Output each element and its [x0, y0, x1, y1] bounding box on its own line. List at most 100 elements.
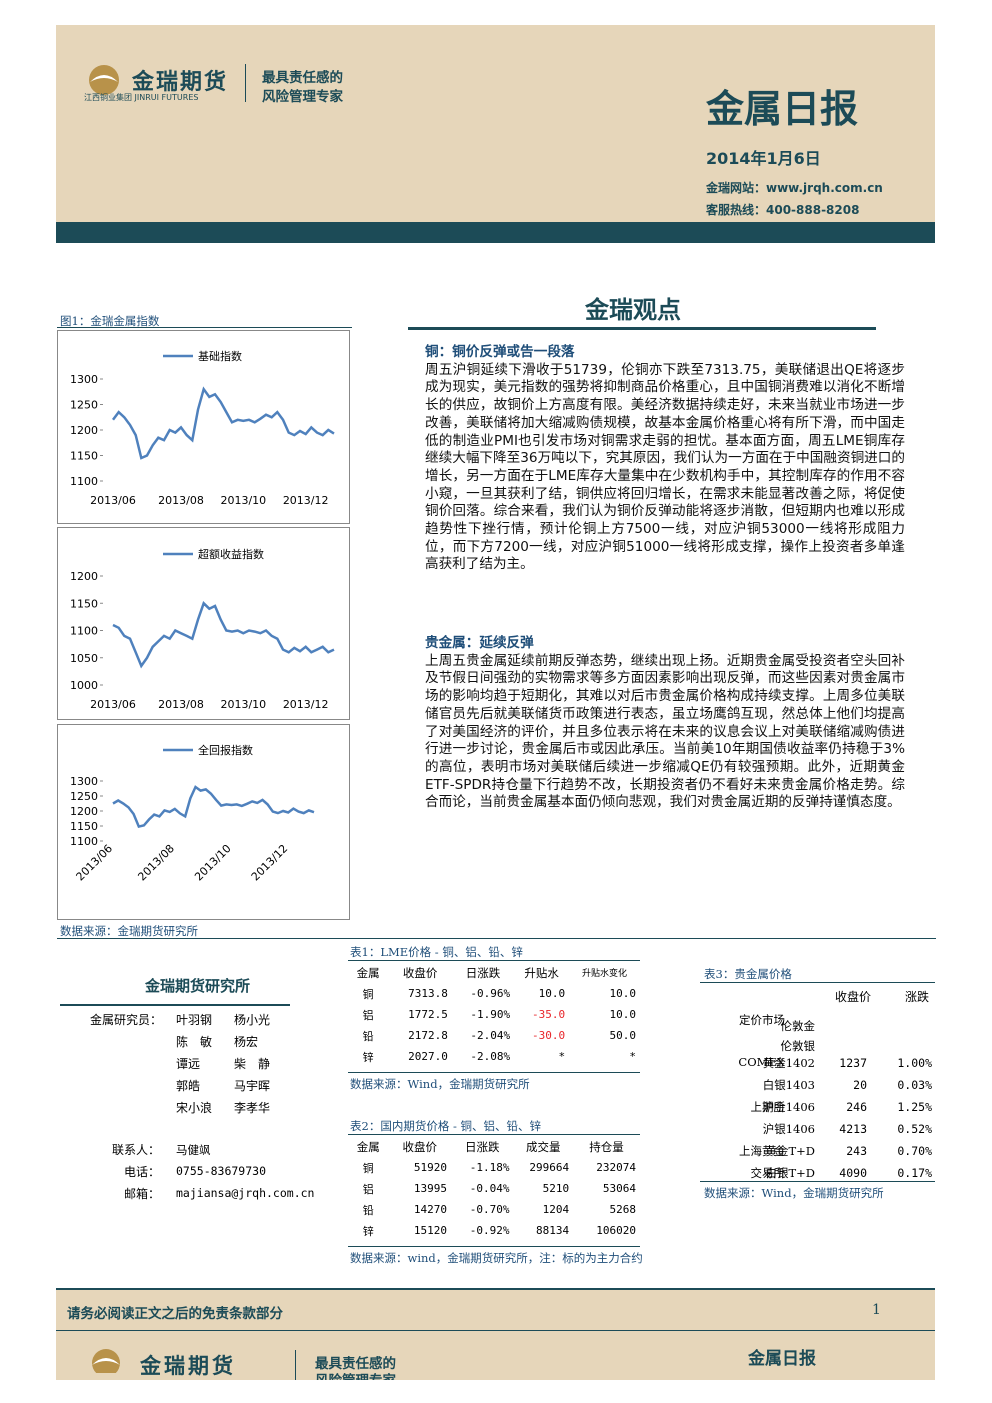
contact-value: 0755-83679730 — [176, 1164, 267, 1178]
slogan: 最具责任感的 — [315, 1356, 396, 1372]
y-tick-label: 1000 — [70, 679, 98, 692]
member-name: 杨宏 — [234, 1035, 259, 1049]
footer-title: 金属日报 — [748, 1349, 816, 1369]
cell: 10.0 — [538, 987, 566, 1000]
x-tick-label: 2013/10 — [192, 842, 234, 884]
cell: -2.04% — [470, 1029, 511, 1042]
y-tick-label: 1200 — [70, 570, 98, 583]
market: 定价市场 — [739, 1013, 785, 1027]
product: 白银T+D — [765, 1166, 815, 1180]
cell: 10.0 — [609, 987, 637, 1000]
series-line — [112, 785, 315, 829]
rule — [56, 1330, 935, 1331]
product: 沪银1406 — [762, 1122, 815, 1136]
member-name: 李孝华 — [234, 1101, 271, 1115]
disclaimer: 请务必阅读正文之后的免责条款部分 — [67, 1306, 283, 1322]
legend-label: 超额收益指数 — [198, 547, 264, 561]
header-cell: 持仓量 — [589, 1139, 624, 1154]
institute-title: 金瑞期货研究所 — [145, 977, 251, 995]
table: 金属 收盘价 日涨跌 升贴水 升贴水变化铜 7313.8 -0.96% 10.0 10.0 铝 17… — [348, 962, 640, 1067]
chart-box: 1000 1050 1100 1150 1200 2013/06 2013/08 2013/1… — [57, 527, 350, 720]
rule — [348, 960, 640, 961]
close: 4090 — [839, 1166, 867, 1180]
header-cell: 收盘价 — [835, 990, 872, 1004]
footer-band — [56, 1290, 935, 1380]
header-row: 金属 收盘价 日涨跌 成交量 持仓量 — [348, 1136, 640, 1157]
header-bar — [56, 222, 935, 243]
table-title: 表1：LME价格 - 铜、铝、铅、锌 — [350, 945, 523, 959]
product: 伦敦银 — [780, 1039, 816, 1053]
y-tick-label: 1300 — [70, 373, 98, 386]
market: COMEX — [738, 1055, 785, 1069]
cell: 1204 — [542, 1203, 570, 1216]
change: 0.52% — [897, 1122, 932, 1136]
cell: 88134 — [535, 1224, 570, 1237]
cell: -35.0 — [531, 1008, 566, 1021]
close: 20 — [853, 1078, 867, 1092]
member-name: 陈 敏 — [176, 1035, 213, 1049]
rule — [57, 938, 936, 939]
y-tick-label: 1150 — [70, 597, 98, 610]
cell: * — [558, 1050, 566, 1063]
market: 上期所 — [750, 1100, 786, 1114]
header-cell: 金属 — [356, 1139, 380, 1154]
slogan: 风险管理专家 — [262, 89, 343, 105]
view: 贵金属：延续反弹 上周五贵金属延续前期反弹态势，继续出现上扬。近期贵金属受投资者… — [425, 635, 905, 812]
x-tick-label: 2013/12 — [283, 698, 329, 711]
section-rule — [408, 327, 876, 330]
change: 1.00% — [897, 1056, 932, 1070]
cell: 铅 — [362, 1203, 374, 1217]
change: 0.17% — [897, 1166, 932, 1180]
cell: 铝 — [362, 1182, 374, 1196]
change: 0.03% — [897, 1078, 932, 1092]
header-cell: 升贴水变化 — [582, 969, 628, 979]
cell: 13995 — [413, 1182, 447, 1195]
cell: -0.96% — [470, 987, 511, 1000]
cell: -2.08% — [470, 1050, 511, 1063]
table: 金属 收盘价 日涨跌 成交量 持仓量铜 51920 -1.18% 299664 232074 铝 1… — [348, 1136, 640, 1241]
cell: 299664 — [529, 1161, 570, 1174]
cell: 7313.8 — [408, 987, 448, 1000]
header-cell: 收盘价 — [402, 965, 438, 980]
market: 交易所 — [750, 1166, 786, 1180]
close: 246 — [846, 1100, 867, 1114]
y-tick-label: 1200 — [70, 424, 98, 437]
close: 1237 — [839, 1056, 867, 1070]
cell: 锌 — [362, 1050, 374, 1064]
x-tick-label: 2013/08 — [135, 842, 177, 884]
rule — [56, 1288, 935, 1290]
figure-caption: 图1：金瑞金属指数 — [60, 314, 160, 328]
table-source: 数据来源：Wind，金瑞期货研究所 — [350, 1077, 530, 1091]
table-source: 数据来源：Wind，金瑞期货研究所 — [704, 1186, 884, 1200]
cell: 5210 — [542, 1182, 570, 1195]
header-cell: 金属 — [356, 965, 380, 980]
view: 铜：铜价反弹或告一段落 周五沪铜延续下滑收于51739，伦铜亦下跌至7313.7… — [425, 344, 905, 574]
member-name: 马宇晖 — [234, 1079, 271, 1093]
cell: 铜 — [362, 1161, 374, 1175]
member-name: 柴 静 — [234, 1057, 271, 1071]
x-tick-label: 2013/06 — [90, 494, 136, 507]
header-cell: 升贴水 — [524, 965, 559, 980]
view-text: 上周五贵金属延续前期反弹态势，继续出现上扬。近期贵金属受投资者空头回补及节假日间… — [425, 652, 905, 811]
x-tick-label: 2013/10 — [220, 494, 266, 507]
table-title: 表3：贵金属价格 — [704, 967, 792, 981]
contact-value: majiansa@jrqh.com.cn — [176, 1186, 315, 1200]
cell: 232074 — [596, 1161, 636, 1174]
chart-box: 1100 1150 1200 1250 1300 2013/06 2013/08 2013/1… — [57, 724, 350, 920]
contact-label: 邮箱： — [123, 1187, 160, 1201]
x-tick-label: 2013/10 — [220, 698, 266, 711]
cell: -0.04% — [469, 1182, 510, 1195]
header-cell: 日涨跌 — [465, 1139, 500, 1154]
logo-icon — [92, 1349, 120, 1373]
cell: 铅 — [362, 1029, 374, 1043]
website: 金瑞网站：www.jrqh.com.cn — [706, 181, 883, 195]
product: 黄金1402 — [762, 1056, 815, 1070]
brand: 金瑞期货 — [140, 1354, 236, 1378]
product: 黄金T+D — [765, 1144, 815, 1158]
y-tick-label: 1250 — [70, 399, 98, 412]
table-title: 表2：国内期货价格 - 铜、铝、铅、锌 — [350, 1119, 542, 1133]
member-name: 郭皓 — [176, 1079, 201, 1093]
logo-icon — [89, 65, 119, 95]
rule — [700, 1181, 935, 1182]
header-cell: 涨跌 — [905, 990, 930, 1004]
